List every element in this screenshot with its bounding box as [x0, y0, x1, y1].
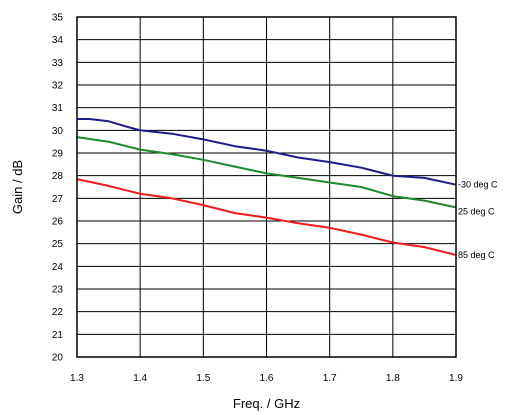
x-tick-label: 1.7	[323, 373, 337, 384]
y-tick-label: 28	[52, 171, 64, 182]
x-tick-label: 1.8	[386, 373, 400, 384]
y-tick-label: 32	[52, 81, 64, 92]
y-tick-label: 29	[52, 149, 64, 160]
y-tick-label: 23	[52, 285, 64, 296]
y-tick-label: 27	[52, 194, 64, 205]
y-tick-label: 22	[52, 307, 64, 318]
y-tick-label: 25	[52, 239, 64, 250]
y-tick-label: 20	[52, 353, 64, 364]
data-series	[76, 118, 457, 256]
series-line	[76, 178, 457, 256]
y-axis-label: Gain / dB	[10, 160, 25, 214]
x-tick-label: 1.9	[449, 373, 463, 384]
series-line	[76, 136, 457, 209]
y-tick-label: 35	[52, 13, 64, 24]
series-label: 25 deg C	[458, 206, 495, 216]
y-tick-label: 26	[52, 217, 64, 228]
y-tick-labels: 20 21 22 23 24 25 26 27 28 29 30 31 32 33 34 35	[52, 13, 64, 364]
y-tick-label: 21	[52, 330, 64, 341]
x-tick-label: 1.6	[260, 373, 274, 384]
plot-frame	[76, 16, 457, 358]
x-axis-label: Freq. / GHz	[233, 396, 300, 411]
y-tick-label: 24	[52, 262, 64, 273]
series-label: -30 deg C	[458, 180, 498, 190]
x-tick-label: 1.5	[196, 373, 210, 384]
x-tick-label: 1.4	[133, 373, 147, 384]
y-tick-label: 31	[52, 103, 64, 114]
x-tick-label: 1.3	[70, 373, 84, 384]
series-label: 85 deg C	[458, 250, 495, 260]
series-labels: -30 deg C 25 deg C 85 deg C	[458, 180, 498, 260]
x-tick-labels: 1.3 1.4 1.5 1.6 1.7 1.8 1.9	[70, 373, 463, 384]
series-line	[77, 118, 457, 186]
y-tick-label: 34	[52, 35, 64, 46]
y-tick-label: 30	[52, 126, 64, 137]
y-tick-label: 33	[52, 58, 64, 69]
grid-lines	[76, 16, 457, 358]
